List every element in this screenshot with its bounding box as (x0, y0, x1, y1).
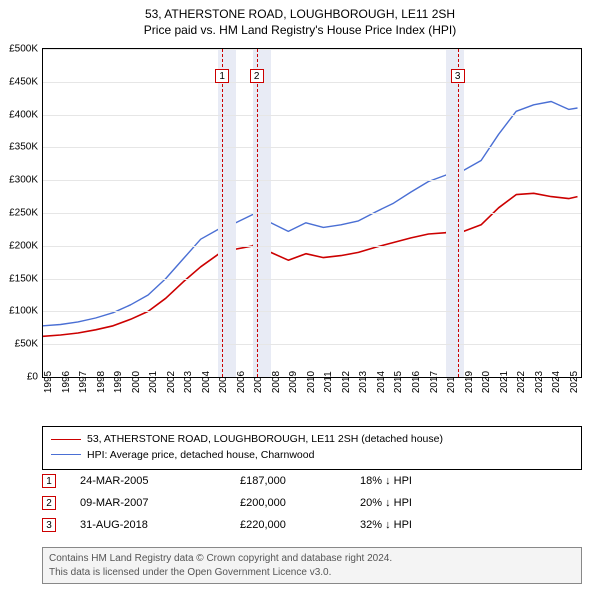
sale-date: 24-MAR-2005 (80, 475, 240, 487)
sale-hpi-diff: 20% ↓ HPI (360, 497, 500, 509)
legend-item-property: 53, ATHERSTONE ROAD, LOUGHBOROUGH, LE11 … (51, 432, 573, 448)
sale-marker-number: 3 (42, 518, 56, 532)
title-line1: 53, ATHERSTONE ROAD, LOUGHBOROUGH, LE11 … (0, 6, 600, 22)
sales-table: 1 24-MAR-2005£187,00018% ↓ HPI 2 09-MAR-200… (42, 470, 582, 536)
y-tick-label: £50K (15, 339, 38, 350)
legend-label-property: 53, ATHERSTONE ROAD, LOUGHBOROUGH, LE11 … (87, 433, 443, 445)
sale-price: £187,000 (240, 475, 360, 487)
title-line2: Price paid vs. HM Land Registry's House … (0, 22, 600, 38)
legend-item-hpi: HPI: Average price, detached house, Char… (51, 448, 573, 464)
y-tick-label: £150K (9, 273, 38, 284)
legend-swatch-hpi (51, 454, 81, 455)
sale-dot (253, 242, 261, 250)
sale-row: 3 31-AUG-2018£220,00032% ↓ HPI (42, 514, 582, 536)
property-line (43, 193, 578, 336)
sale-marker-number: 2 (42, 496, 56, 510)
sale-price: £200,000 (240, 497, 360, 509)
y-tick-label: £250K (9, 208, 38, 219)
event-marker: 1 (215, 69, 229, 83)
footer-line2: This data is licensed under the Open Gov… (49, 566, 575, 580)
sale-dot (454, 229, 462, 237)
y-tick-label: £350K (9, 142, 38, 153)
sale-dot (218, 250, 226, 258)
title-block: 53, ATHERSTONE ROAD, LOUGHBOROUGH, LE11 … (0, 0, 600, 38)
plot-area: 1 2 3 (42, 48, 582, 378)
y-tick-label: £450K (9, 76, 38, 87)
sale-hpi-diff: 18% ↓ HPI (360, 475, 500, 487)
sale-hpi-diff: 32% ↓ HPI (360, 519, 500, 531)
sale-row: 2 09-MAR-2007£200,00020% ↓ HPI (42, 492, 582, 514)
chart-container: 53, ATHERSTONE ROAD, LOUGHBOROUGH, LE11 … (0, 0, 600, 590)
hpi-line (43, 102, 578, 326)
y-tick-label: £500K (9, 44, 38, 55)
sale-date: 09-MAR-2007 (80, 497, 240, 509)
sale-price: £220,000 (240, 519, 360, 531)
line-series-svg (43, 49, 581, 377)
y-tick-label: £300K (9, 175, 38, 186)
legend-label-hpi: HPI: Average price, detached house, Char… (87, 449, 314, 461)
y-tick-label: £0 (27, 372, 38, 383)
y-tick-label: £100K (9, 306, 38, 317)
sale-row: 1 24-MAR-2005£187,00018% ↓ HPI (42, 470, 582, 492)
event-marker: 3 (451, 69, 465, 83)
y-tick-label: £400K (9, 109, 38, 120)
sale-date: 31-AUG-2018 (80, 519, 240, 531)
y-tick-label: £200K (9, 240, 38, 251)
legend: 53, ATHERSTONE ROAD, LOUGHBOROUGH, LE11 … (42, 426, 582, 470)
legend-swatch-property (51, 439, 81, 440)
attribution-footer: Contains HM Land Registry data © Crown c… (42, 547, 582, 584)
event-marker: 2 (250, 69, 264, 83)
sale-marker-number: 1 (42, 474, 56, 488)
footer-line1: Contains HM Land Registry data © Crown c… (49, 552, 575, 566)
